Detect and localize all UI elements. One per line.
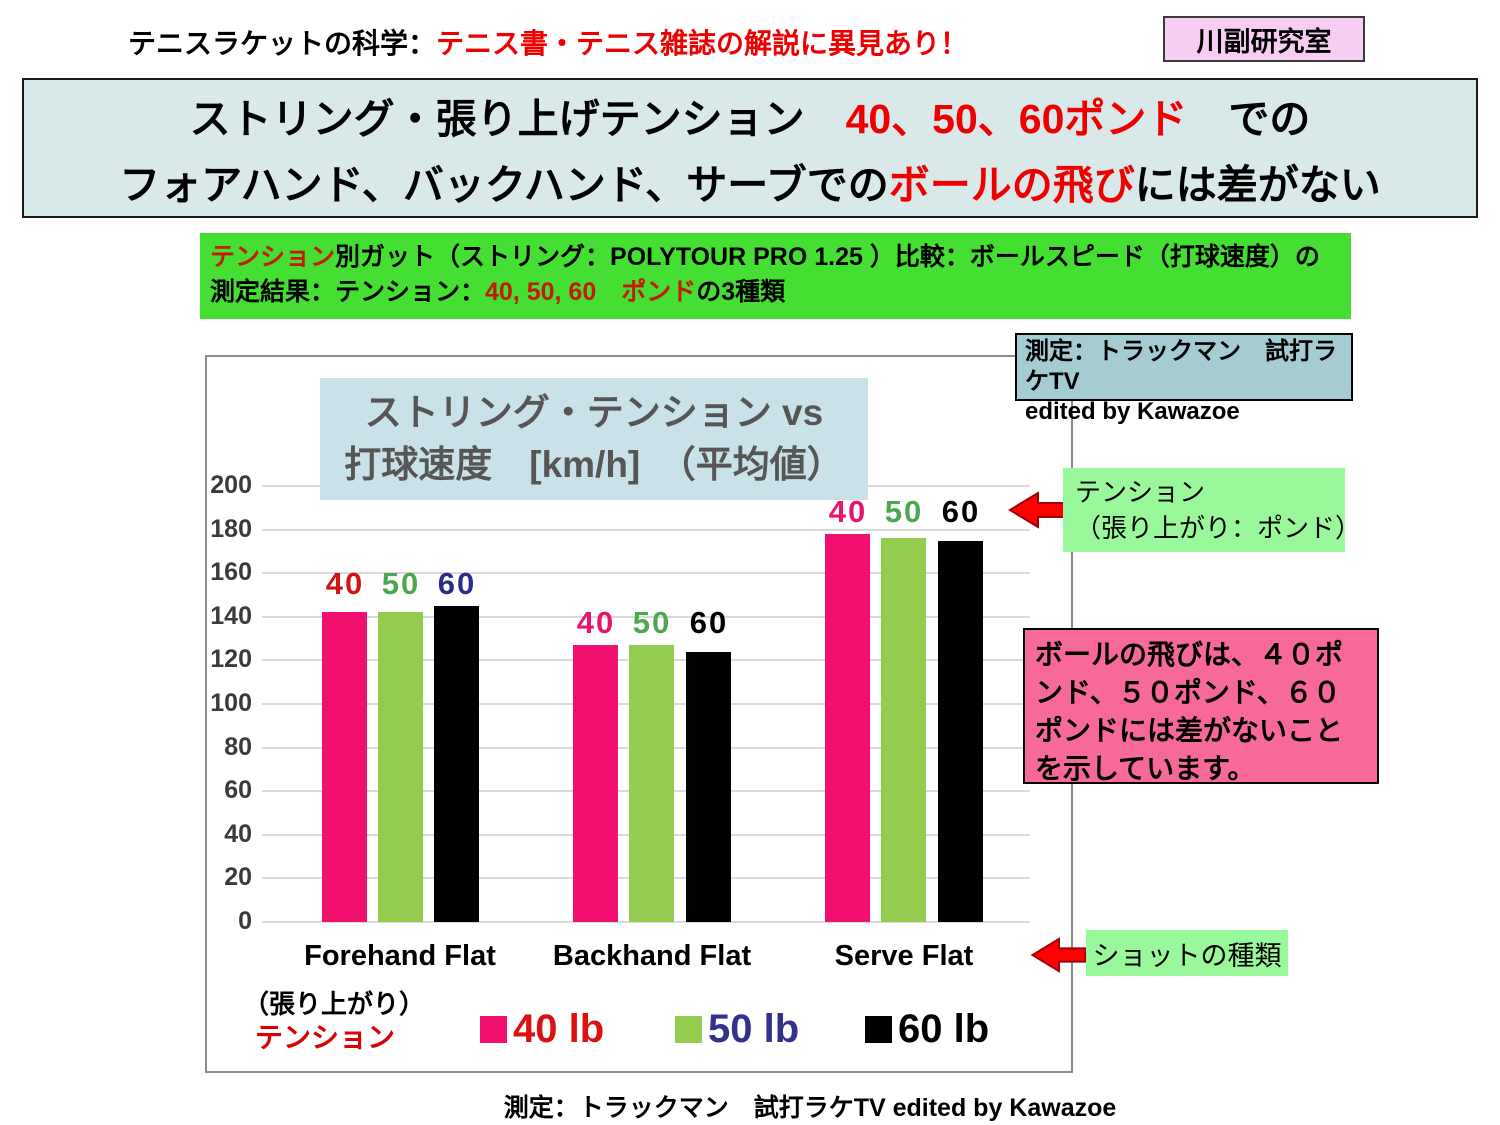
bottom-caption: 測定：トラックマン 試打ラケTV edited by Kawazoe xyxy=(503,1094,1117,1122)
bar-value-label: 50 xyxy=(632,605,672,641)
main-title-banner: ストリング・張り上げテンション 40、50、60ポンド での フォアハンド、バッ… xyxy=(22,78,1478,218)
bar-value-label: 40 xyxy=(325,565,365,601)
legend-swatch-60lb xyxy=(865,1015,892,1043)
title-line1-pre: ストリング・張り上げテンション xyxy=(189,96,846,142)
main-title-line1: ストリング・張り上げテンション 40、50、60ポンド での xyxy=(190,85,1311,145)
bar xyxy=(938,540,983,922)
tension-callout: テンション （張り上がり：ポンド） xyxy=(1063,468,1362,552)
y-tick-label: 20 xyxy=(224,863,252,892)
measurement-line1: 測定：トラックマン 試打ラケTV xyxy=(1025,338,1337,395)
legend-item-60lb: 60 lb xyxy=(865,1006,989,1052)
y-tick-label: 140 xyxy=(210,601,252,630)
legend-item-40lb: 40 lb xyxy=(480,1006,604,1052)
tension-callout-line2: （張り上がり：ポンド） xyxy=(1075,513,1362,543)
grid-line xyxy=(262,921,1030,923)
bar-value-label: 50 xyxy=(381,565,421,601)
tension-callout-line1: テンション xyxy=(1075,477,1206,507)
y-tick-label: 120 xyxy=(210,645,252,674)
legend-swatch-50lb xyxy=(675,1015,702,1043)
legend-label-60lb: 60 lb xyxy=(898,1006,990,1051)
desc-seg2: 別ガット（ストリング：POLYTOUR PRO 1.25 ）比較：ボールスピード… xyxy=(210,243,1320,306)
legend-label-40lb: 40 lb xyxy=(513,1006,605,1051)
grid-line xyxy=(262,572,1030,575)
y-tick-label: 40 xyxy=(224,819,252,848)
header-prefix: テニスラケットの科学： xyxy=(128,28,437,59)
bar-value-label: 50 xyxy=(884,493,924,529)
bar xyxy=(629,645,674,922)
legend-item-50lb: 50 lb xyxy=(675,1006,799,1052)
title-line2-red: ボールの飛び xyxy=(888,162,1135,208)
measurement-line2: edited by Kawazoe xyxy=(1025,398,1240,425)
shot-type-label: ショットの種類 xyxy=(1092,940,1282,971)
bar-value-label: 40 xyxy=(576,605,616,641)
bar xyxy=(434,605,479,922)
shot-type-callout: ショットの種類 xyxy=(1086,930,1288,976)
measurement-source-box: 測定：トラックマン 試打ラケTV edited by Kawazoe xyxy=(1015,333,1353,425)
conclusion-note-box: ボールの飛びは、４０ポ ンド、５０ポンド、６０ ポンドには差がないこと を示して… xyxy=(1023,628,1379,784)
legend-swatch-40lb xyxy=(480,1015,507,1043)
chart-title-line2: 打球速度 [km/h] （平均値） xyxy=(344,444,844,485)
y-tick-label: 80 xyxy=(224,732,252,761)
bar xyxy=(573,645,618,922)
bar-value-label: 60 xyxy=(689,605,729,641)
desc-seg3: 40, 50, 60 ポンド xyxy=(485,278,697,306)
lab-badge: 川副研究室 xyxy=(1163,16,1365,62)
grid-line xyxy=(262,528,1030,531)
chart-title-line1: ストリング・テンション vs xyxy=(364,392,824,433)
chart-title: ストリング・テンション vs 打球速度 [km/h] （平均値） xyxy=(320,378,868,500)
y-tick-label: 160 xyxy=(210,558,252,587)
grid-line xyxy=(262,615,1030,618)
axis-note-harigari: （張り上がり） xyxy=(243,989,426,1019)
desc-seg1: テンション xyxy=(210,243,336,271)
description-banner: テンション別ガット（ストリング：POLYTOUR PRO 1.25 ）比較：ボー… xyxy=(200,233,1351,319)
bar xyxy=(322,612,367,922)
left-arrow-icon xyxy=(1008,491,1067,529)
x-category-label: Backhand Flat xyxy=(552,940,752,972)
y-tick-label: 200 xyxy=(210,471,252,499)
desc-seg4: の3種類 xyxy=(696,278,786,306)
lab-badge-label: 川副研究室 xyxy=(1196,26,1332,57)
legend-label-50lb: 50 lb xyxy=(708,1006,800,1051)
page-header: テニスラケットの科学：テニス書・テニス雑誌の解説に異見あり！ xyxy=(128,22,968,62)
bar xyxy=(378,612,423,922)
bar-value-label: 60 xyxy=(437,565,477,601)
x-category-label: Serve Flat xyxy=(834,940,974,972)
title-line1-post: での xyxy=(1187,96,1311,142)
x-category-label: Forehand Flat xyxy=(304,940,496,972)
main-title-line2: フォアハンド、バックハンド、サーブでのボールの飛びには差がない xyxy=(119,151,1381,211)
bar xyxy=(881,538,926,922)
axis-note-tension: テンション xyxy=(255,1022,396,1053)
y-tick-label: 100 xyxy=(210,689,252,717)
title-line2-pre: フォアハンド、バックハンド、サーブでの xyxy=(119,162,889,208)
bar xyxy=(686,651,731,922)
y-tick-label: 60 xyxy=(224,776,252,805)
title-line2-post: には差がない xyxy=(1134,162,1381,208)
bar-value-label: 60 xyxy=(941,493,981,529)
bar xyxy=(825,533,870,922)
y-tick-label: 0 xyxy=(238,907,252,935)
y-tick-label: 180 xyxy=(210,514,252,543)
title-line1-red: 40、50、60ポンド xyxy=(845,96,1188,142)
header-highlight: テニス書・テニス雑誌の解説に異見あり！ xyxy=(436,28,969,59)
left-arrow-icon xyxy=(1030,937,1087,973)
